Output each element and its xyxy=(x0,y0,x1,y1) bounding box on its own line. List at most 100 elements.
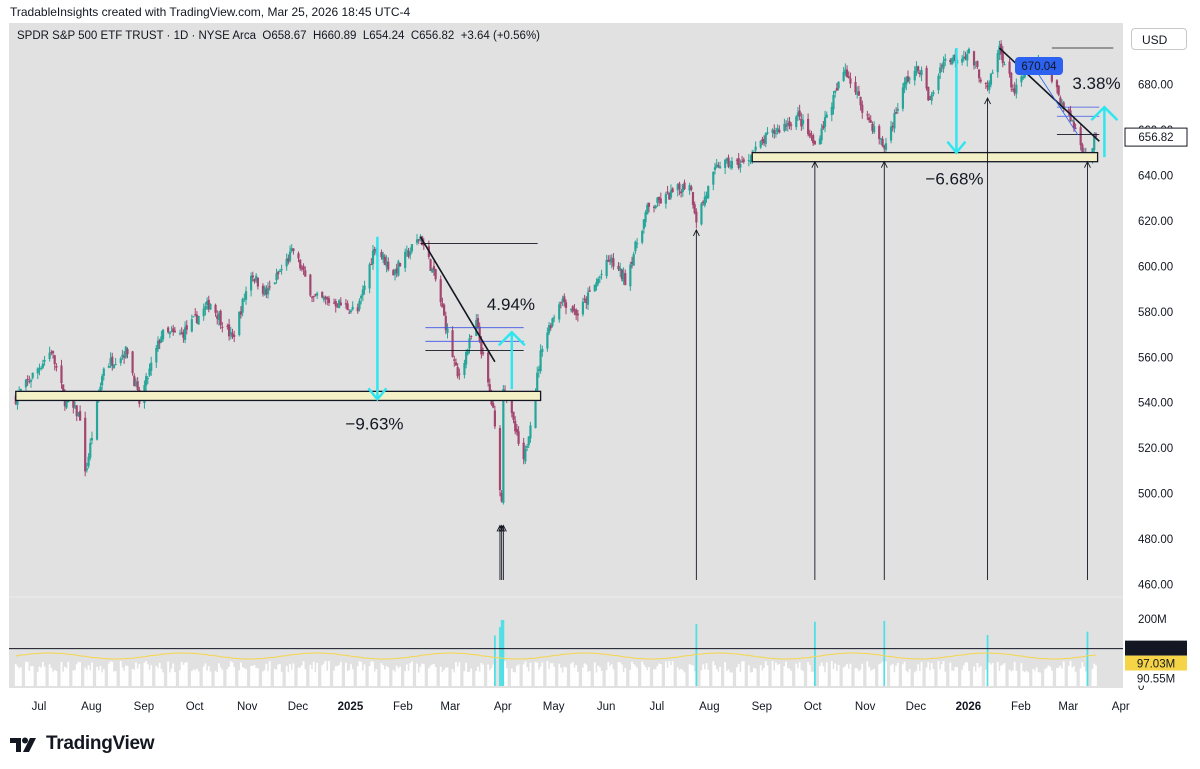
volume-bar xyxy=(339,661,342,686)
price-callout[interactable] xyxy=(1015,57,1063,75)
volume-bar xyxy=(63,666,66,686)
volume-bar xyxy=(373,671,376,686)
candle-body xyxy=(989,73,993,85)
support-zone[interactable] xyxy=(751,151,1099,163)
trend-line[interactable] xyxy=(419,236,496,363)
candle-body xyxy=(905,77,908,85)
volume-bar xyxy=(14,664,17,686)
candle-body xyxy=(243,298,246,300)
candle-body xyxy=(107,365,110,368)
candle-body xyxy=(808,133,811,137)
candle-body xyxy=(796,112,800,117)
volume-bar xyxy=(250,665,253,686)
volume-tick-label: 200M xyxy=(1138,614,1167,626)
candle-body xyxy=(642,219,645,229)
candle-body xyxy=(124,346,127,358)
volume-bar xyxy=(346,671,349,686)
candle-body xyxy=(172,328,175,333)
currency-button[interactable]: USD xyxy=(1131,28,1187,50)
candle-body xyxy=(112,364,116,369)
candle-body xyxy=(126,349,129,355)
volume-bar xyxy=(79,662,82,686)
candle-body xyxy=(89,443,92,458)
candle-body xyxy=(185,325,188,330)
volume-bar xyxy=(551,663,554,686)
volume-bar xyxy=(680,668,683,686)
candle-body xyxy=(974,61,977,63)
volume-bar xyxy=(949,662,952,686)
volume-bar xyxy=(646,670,649,686)
candle-body xyxy=(595,282,598,287)
volume-bar xyxy=(285,665,288,686)
candle-body xyxy=(881,138,884,147)
volume-bar xyxy=(973,666,975,686)
volume-bar xyxy=(703,669,706,686)
price-tick-label: 680.00 xyxy=(1138,79,1173,91)
candle-body xyxy=(605,259,608,277)
volume-bar xyxy=(368,666,371,686)
candle-body xyxy=(1011,89,1015,91)
candle-body xyxy=(656,197,659,204)
volume-bar xyxy=(742,661,745,686)
volume-bar xyxy=(776,664,779,686)
candle-body xyxy=(348,312,351,314)
candle-body xyxy=(718,166,722,169)
candle-body xyxy=(717,165,720,167)
candle-body xyxy=(564,302,568,309)
symbol-name[interactable]: SPDR S&P 500 ETF TRUST · 1D · NYSE Arca xyxy=(17,30,257,42)
candle-body xyxy=(702,201,705,203)
volume-bar xyxy=(85,669,88,686)
candle-body xyxy=(597,278,600,284)
candle-body xyxy=(930,94,933,101)
volume-bar xyxy=(553,666,556,686)
candle-body xyxy=(60,365,63,384)
volume-bar xyxy=(468,671,471,686)
candle-body xyxy=(593,284,596,292)
candle-body xyxy=(906,76,910,82)
volume-bar xyxy=(1010,671,1013,686)
volume-bar xyxy=(278,663,281,686)
volume-bar xyxy=(123,670,126,686)
volume-bar xyxy=(695,624,698,686)
volume-bar xyxy=(480,662,483,686)
volume-bar xyxy=(929,670,931,686)
candle-body xyxy=(207,299,210,310)
volume-bar xyxy=(500,619,503,686)
candle-body xyxy=(79,411,82,421)
volume-bar xyxy=(240,662,242,686)
candle-body xyxy=(214,304,217,313)
volume-bar xyxy=(102,669,105,686)
ohlc-change: +3.64 (+0.56%) xyxy=(460,30,540,42)
volume-marker-label: 90.55M xyxy=(1137,674,1175,686)
candle-body xyxy=(546,332,549,349)
candle-body xyxy=(238,311,241,336)
volume-bar xyxy=(1035,667,1038,686)
volume-bar xyxy=(26,661,29,686)
candle-body xyxy=(431,268,434,273)
candle-body xyxy=(273,282,276,284)
support-zone[interactable] xyxy=(15,390,542,402)
volume-bar xyxy=(77,661,80,686)
volume-bar xyxy=(179,669,181,686)
candle-body xyxy=(233,334,236,337)
candle-body xyxy=(287,258,290,262)
candle-body xyxy=(309,274,312,296)
candle-body xyxy=(576,313,579,316)
candle-body xyxy=(774,133,778,135)
volume-bar xyxy=(502,620,505,686)
volume-bar xyxy=(896,662,899,686)
tradingview-logo[interactable]: TradingView xyxy=(10,733,155,755)
pullback-label: −9.63% xyxy=(345,414,403,433)
candle-body xyxy=(961,58,964,63)
candle-body xyxy=(724,159,727,168)
volume-bar xyxy=(411,661,413,686)
volume-bar xyxy=(466,672,469,686)
drawings-layer[interactable]: −9.63% −6.68% 4.94% 3.38% 670.04 xyxy=(15,47,1121,580)
candle-body xyxy=(322,297,325,300)
volume-bar xyxy=(800,670,803,686)
volume-bar xyxy=(75,664,78,686)
candle-body xyxy=(395,268,398,274)
volume-bar xyxy=(478,671,481,686)
candle-body xyxy=(250,275,253,291)
